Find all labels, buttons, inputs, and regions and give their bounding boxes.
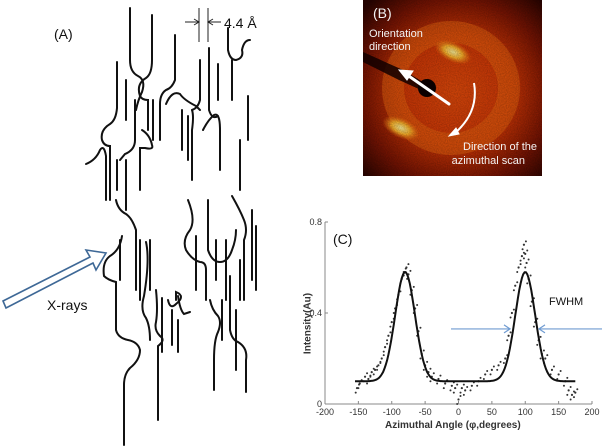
panel-c-label: (C)	[333, 231, 353, 247]
x-axis-label: Azimuthal Angle (φ,degrees)	[385, 420, 521, 431]
orientation-label-line1: Orientation	[369, 28, 423, 40]
panel-b-label: (B)	[373, 5, 392, 21]
diffraction-pattern-image: (B) Orientation direction Direction of t…	[363, 0, 542, 176]
y-axis-label: Intensity(Au)	[302, 292, 314, 355]
scan-label-line2: azimuthal scan	[451, 155, 525, 167]
xray-arrow-icon	[1, 248, 108, 310]
fwhm-label: FWHM	[549, 296, 584, 308]
xray-label: X-rays	[47, 297, 88, 313]
panel-a-label: (A)	[54, 26, 73, 42]
scan-label-line1: Direction of the	[463, 141, 537, 153]
spacing-label: 4.4 Å	[224, 15, 257, 31]
orientation-label-line2: direction	[369, 41, 411, 53]
